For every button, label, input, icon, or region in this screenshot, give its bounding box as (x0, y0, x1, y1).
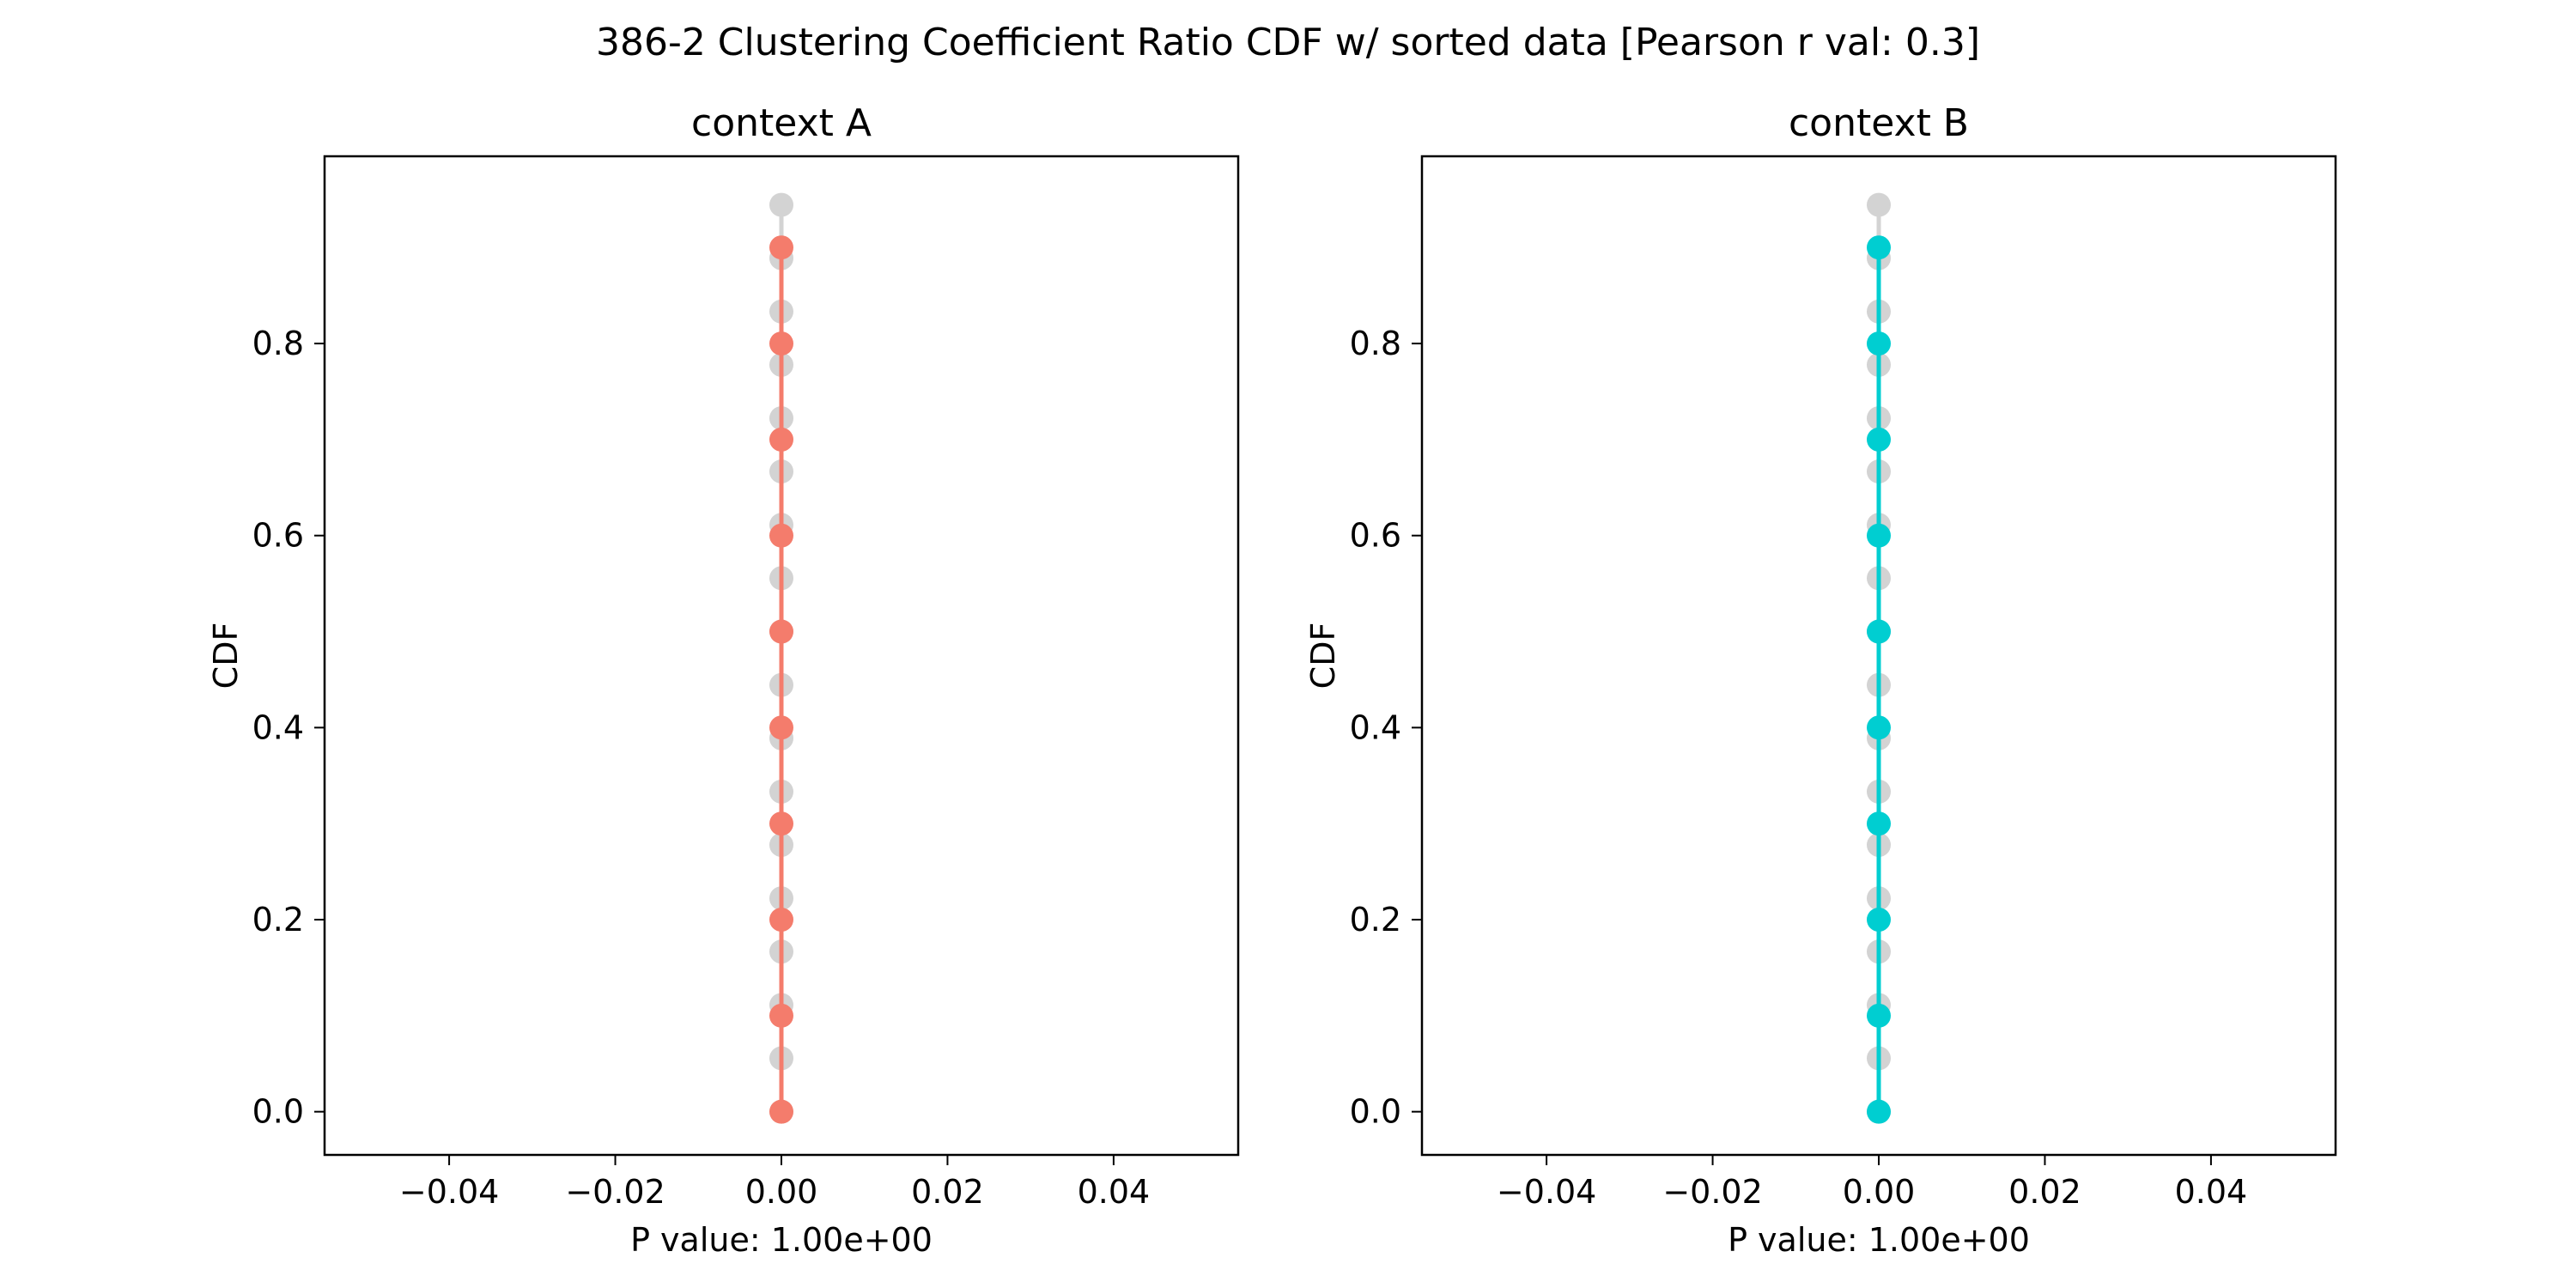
data-point (769, 427, 793, 452)
y-tick-label: 0.6 (1350, 517, 1401, 555)
data-point (769, 811, 793, 836)
x-tick-label: −0.04 (1497, 1173, 1596, 1211)
plot-frame (323, 155, 1240, 1157)
data-point (1867, 908, 1891, 933)
chart-panel-0: context A −0.04 −0.02 0.00 0.02 0.04 0.0 0.2 0.4… (207, 101, 1240, 1259)
data-point (1867, 427, 1891, 452)
data-point (769, 523, 793, 548)
y-tick-label: 0.8 (252, 325, 304, 362)
panel-title: context B (1789, 101, 1969, 145)
data-point (769, 331, 793, 356)
plot-frame (1420, 155, 2337, 1157)
data-point (1867, 523, 1891, 548)
data-point (1867, 235, 1891, 260)
y-axis-label: CDF (1304, 623, 1342, 690)
y-tick-label: 0.4 (252, 708, 304, 746)
data-point (769, 235, 793, 260)
data-point (1867, 619, 1891, 644)
data-point (1867, 331, 1891, 356)
figure-title: 386-2 Clustering Coefficient Ratio CDF w… (596, 21, 1980, 64)
data-point (769, 715, 793, 740)
x-tick-label: 0.00 (1843, 1173, 1916, 1211)
x-axis-label: P value: 1.00e+00 (630, 1221, 933, 1259)
data-point (769, 192, 793, 217)
y-axis-label: CDF (207, 623, 245, 690)
data-point (1867, 1003, 1891, 1028)
y-tick-label: 0.8 (1350, 325, 1401, 362)
data-point (769, 908, 793, 933)
x-axis-label: P value: 1.00e+00 (1728, 1221, 2030, 1259)
y-tick-label: 0.0 (252, 1093, 304, 1131)
x-tick-label: −0.02 (1662, 1173, 1762, 1211)
y-tick-label: 0.2 (1350, 901, 1401, 939)
data-point (1867, 192, 1891, 217)
data-point (769, 1003, 793, 1028)
panel-title: context A (691, 101, 872, 145)
chart-panel-1: context B −0.04 −0.02 0.00 0.02 0.04 0.0 0.2 0.4… (1304, 101, 2337, 1259)
x-tick-label: 0.02 (2008, 1173, 2081, 1211)
data-point (769, 1099, 793, 1124)
y-tick-label: 0.2 (252, 901, 304, 939)
data-point (1867, 715, 1891, 740)
y-tick-label: 0.6 (252, 517, 304, 555)
x-tick-label: 0.02 (911, 1173, 984, 1211)
x-tick-label: 0.00 (745, 1173, 818, 1211)
x-tick-label: 0.04 (2175, 1173, 2248, 1211)
data-point (1867, 1099, 1891, 1124)
data-point (1867, 811, 1891, 836)
y-tick-label: 0.4 (1350, 708, 1401, 746)
data-point (769, 619, 793, 644)
x-tick-label: −0.02 (565, 1173, 665, 1211)
x-tick-label: 0.04 (1078, 1173, 1151, 1211)
x-tick-label: −0.04 (399, 1173, 499, 1211)
y-tick-label: 0.0 (1350, 1093, 1401, 1131)
